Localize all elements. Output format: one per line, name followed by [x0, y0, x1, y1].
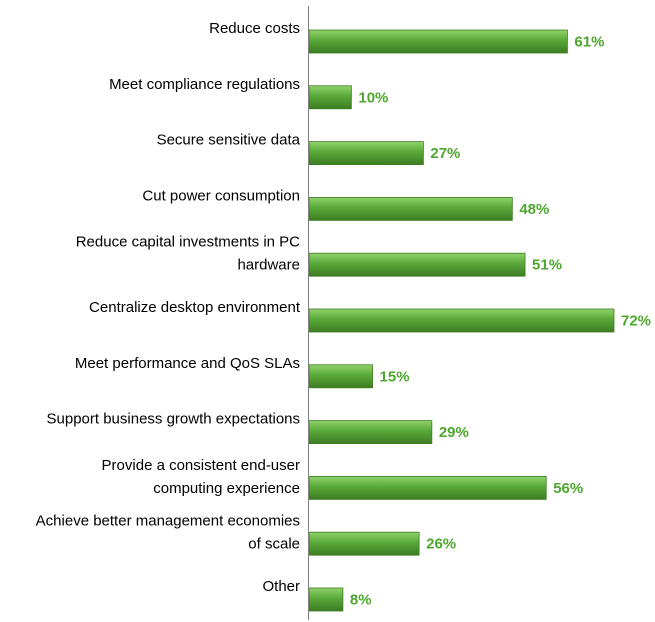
category-label: Provide a consistent end-user computing e…: [102, 457, 300, 497]
category-label-line: Meet performance and QoS SLAs: [75, 355, 300, 372]
bar: [308, 308, 615, 333]
category-label-line: Secure sensitive data: [157, 132, 301, 149]
category-label: Achieve better management economies of sc…: [36, 513, 300, 553]
value-label: 48%: [519, 201, 549, 218]
category-label-line: hardware: [237, 257, 300, 274]
value-label: 29%: [439, 424, 469, 441]
category-label-line: computing experience: [153, 480, 300, 497]
bar: [308, 141, 424, 166]
category-label-line: Cut power consumption: [142, 187, 300, 204]
value-label: 51%: [532, 257, 562, 274]
bar: [308, 196, 513, 221]
category-label: Cut power consumption: [142, 187, 300, 204]
category-label-line: Achieve better management economies: [36, 513, 300, 530]
bar: [308, 364, 373, 389]
category-label: Support business growth expectations: [47, 411, 300, 428]
bars-layer: [308, 29, 615, 612]
value-label: 27%: [430, 145, 460, 162]
bar: [308, 531, 420, 556]
category-label-line: Reduce capital investments in PC: [76, 234, 300, 251]
category-label: Reduce capital investments in PC hardware: [76, 234, 300, 274]
category-label-line: Support business growth expectations: [47, 411, 300, 428]
category-label: Reduce costs: [209, 20, 300, 37]
value-label: 61%: [574, 34, 604, 51]
bar: [308, 85, 352, 110]
value-label: 26%: [426, 536, 456, 553]
category-label-line: of scale: [248, 536, 300, 553]
category-label-line: Provide a consistent end-user: [102, 457, 300, 474]
category-label: Other: [262, 578, 300, 595]
value-label: 72%: [621, 313, 651, 330]
value-label: 56%: [553, 480, 583, 497]
category-label-line: Meet compliance regulations: [109, 76, 300, 93]
category-label: Centralize desktop environment: [89, 299, 301, 316]
value-label: 15%: [380, 368, 410, 385]
category-labels: Reduce costs Meet compliance regulations S…: [36, 20, 301, 595]
category-label: Meet performance and QoS SLAs: [75, 355, 300, 372]
bar: [308, 29, 568, 54]
bar: [308, 475, 547, 500]
bar: [308, 587, 344, 612]
bar: [308, 420, 433, 445]
category-label-line: Other: [262, 578, 300, 595]
category-label-line: Reduce costs: [209, 20, 300, 37]
category-label: Meet compliance regulations: [109, 76, 300, 93]
bar: [308, 252, 526, 277]
category-label-line: Centralize desktop environment: [89, 299, 301, 316]
category-label: Secure sensitive data: [157, 132, 301, 149]
value-labels: 61% 10% 27% 48% 51% 72% 15% 29% 56% 26% 8%: [350, 34, 651, 609]
value-label: 8%: [350, 592, 372, 609]
value-label: 10%: [358, 89, 388, 106]
